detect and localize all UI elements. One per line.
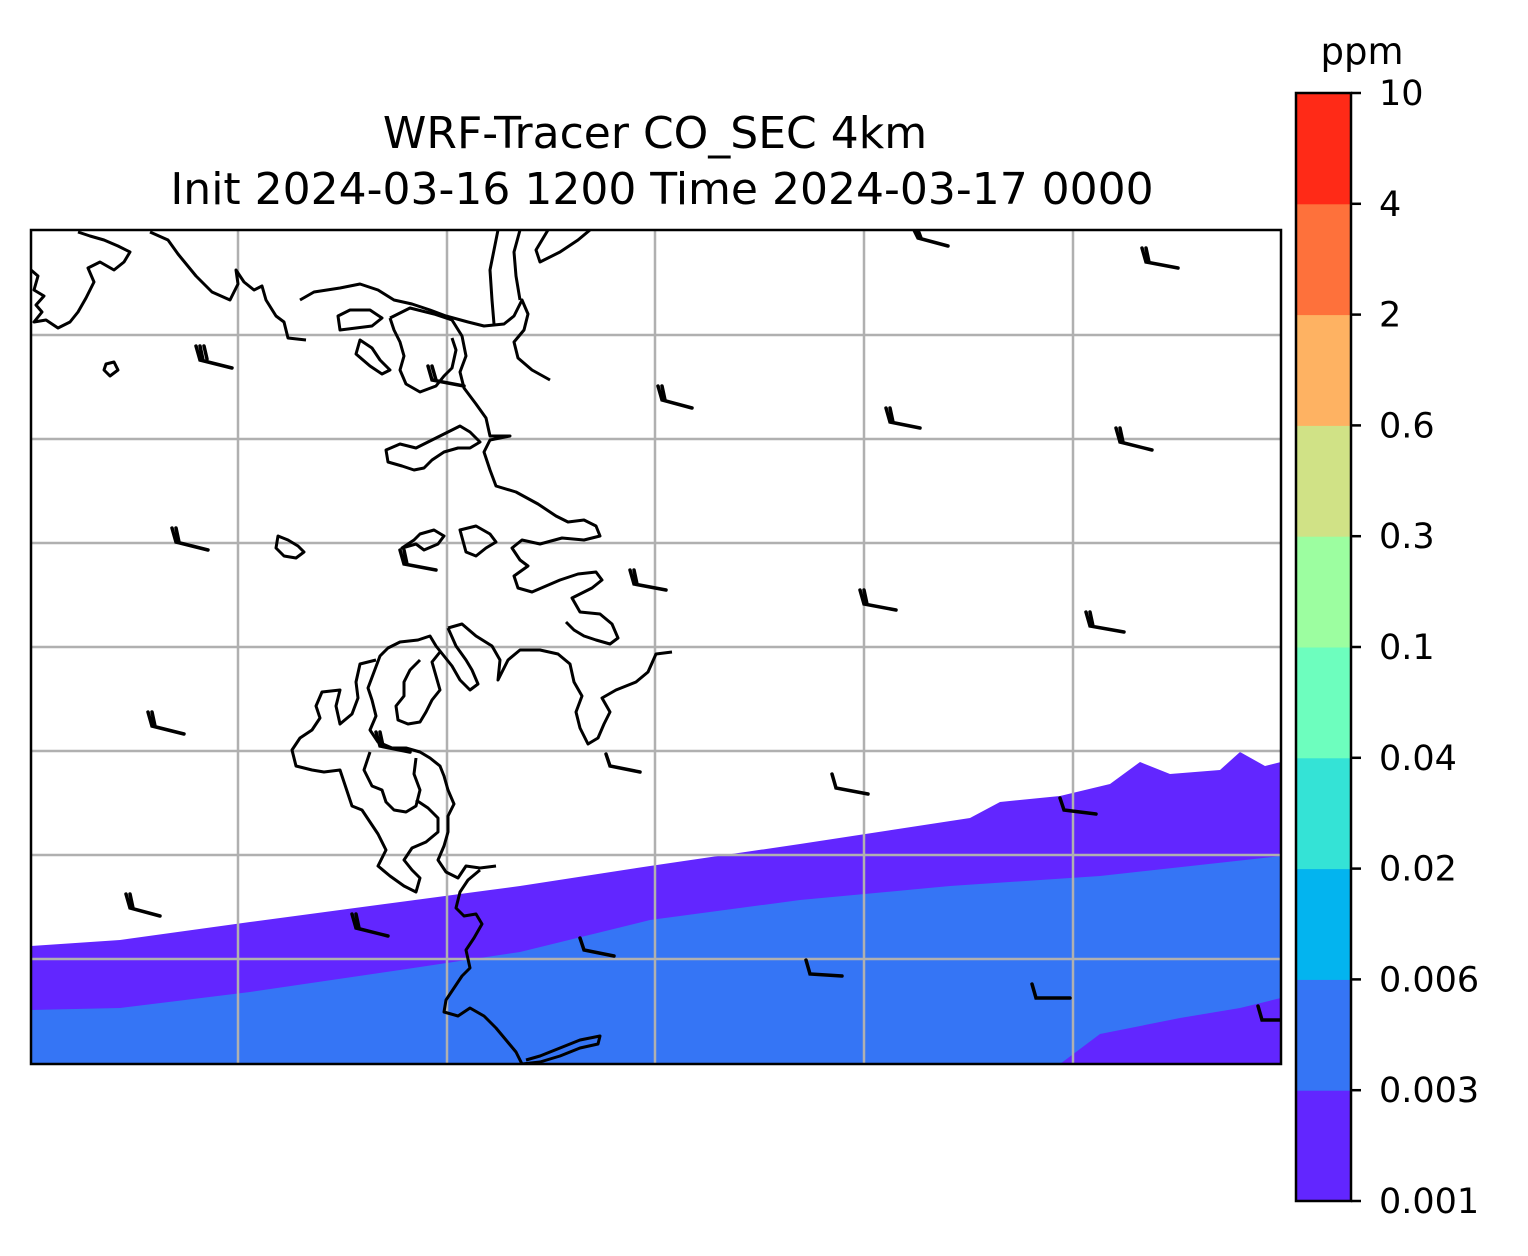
colorbar-tick-label: 0.1 — [1379, 628, 1435, 668]
wind-barb — [1140, 246, 1180, 270]
wind-barb — [604, 752, 642, 774]
wind-barb — [884, 406, 922, 430]
colorbar: 0.001 0.003 0.006 0.02 0.04 0.1 0.3 0.6 2 4 10 — [1294, 74, 1479, 1222]
wind-barb — [1058, 796, 1098, 816]
map-panel — [31, 230, 1281, 1064]
map-gridlines — [31, 230, 1281, 1064]
wind-barb — [374, 730, 412, 754]
colorbar-segment — [1296, 757, 1351, 870]
wind-barb — [804, 958, 844, 978]
wind-barb — [1114, 426, 1154, 452]
wind-barb — [146, 710, 186, 736]
wind-barb — [858, 588, 898, 612]
colorbar-segment — [1296, 979, 1351, 1091]
colorbar-tick-label: 0.02 — [1379, 850, 1457, 890]
wind-barb — [656, 384, 694, 410]
wind-barb — [170, 526, 210, 552]
wind-barb — [1030, 982, 1072, 1000]
coastlines — [31, 230, 673, 1064]
wind-barb — [830, 772, 870, 796]
colorbar-segment — [1296, 1090, 1351, 1202]
wind-barb — [1084, 610, 1126, 634]
colorbar-segment — [1296, 203, 1351, 316]
colorbar-tick-label: 2 — [1379, 296, 1401, 336]
colorbar-segment — [1296, 647, 1351, 759]
wind-barb — [1256, 1004, 1281, 1022]
colorbar-tick-label: 10 — [1379, 74, 1424, 114]
colorbar-tick-label: 0.04 — [1379, 739, 1457, 779]
colorbar-tick-label: 0.001 — [1379, 1182, 1479, 1222]
colorbar-segment — [1296, 93, 1351, 205]
colorbar-segment — [1296, 868, 1351, 980]
colorbar-segment — [1296, 425, 1351, 537]
wind-barb — [124, 892, 162, 918]
colorbar-tick-label: 0.3 — [1379, 517, 1435, 557]
colorbar-tick-label: 4 — [1379, 185, 1401, 225]
colorbar-tick-label: 0.006 — [1379, 960, 1479, 1000]
colorbar-tick-label: 0.003 — [1379, 1071, 1479, 1111]
wind-barb — [628, 568, 668, 592]
wind-barb — [578, 936, 616, 958]
colorbar-tick-label: 0.6 — [1379, 406, 1435, 446]
wind-barb — [398, 548, 438, 572]
wind-barb — [350, 912, 390, 938]
colorbar-segment — [1296, 536, 1351, 648]
wind-barb — [426, 364, 466, 388]
wind-barb — [194, 344, 234, 370]
wind-barb — [912, 230, 950, 248]
map-frame — [29, 228, 1283, 1066]
colorbar-unit-label: ppm — [1320, 30, 1403, 73]
wind-barbs — [124, 230, 1281, 1022]
title-line-1: WRF-Tracer CO_SEC 4km — [383, 108, 927, 159]
title-line-2: Init 2024-03-16 1200 Time 2024-03-17 000… — [170, 164, 1153, 215]
colorbar-segment — [1296, 314, 1351, 426]
